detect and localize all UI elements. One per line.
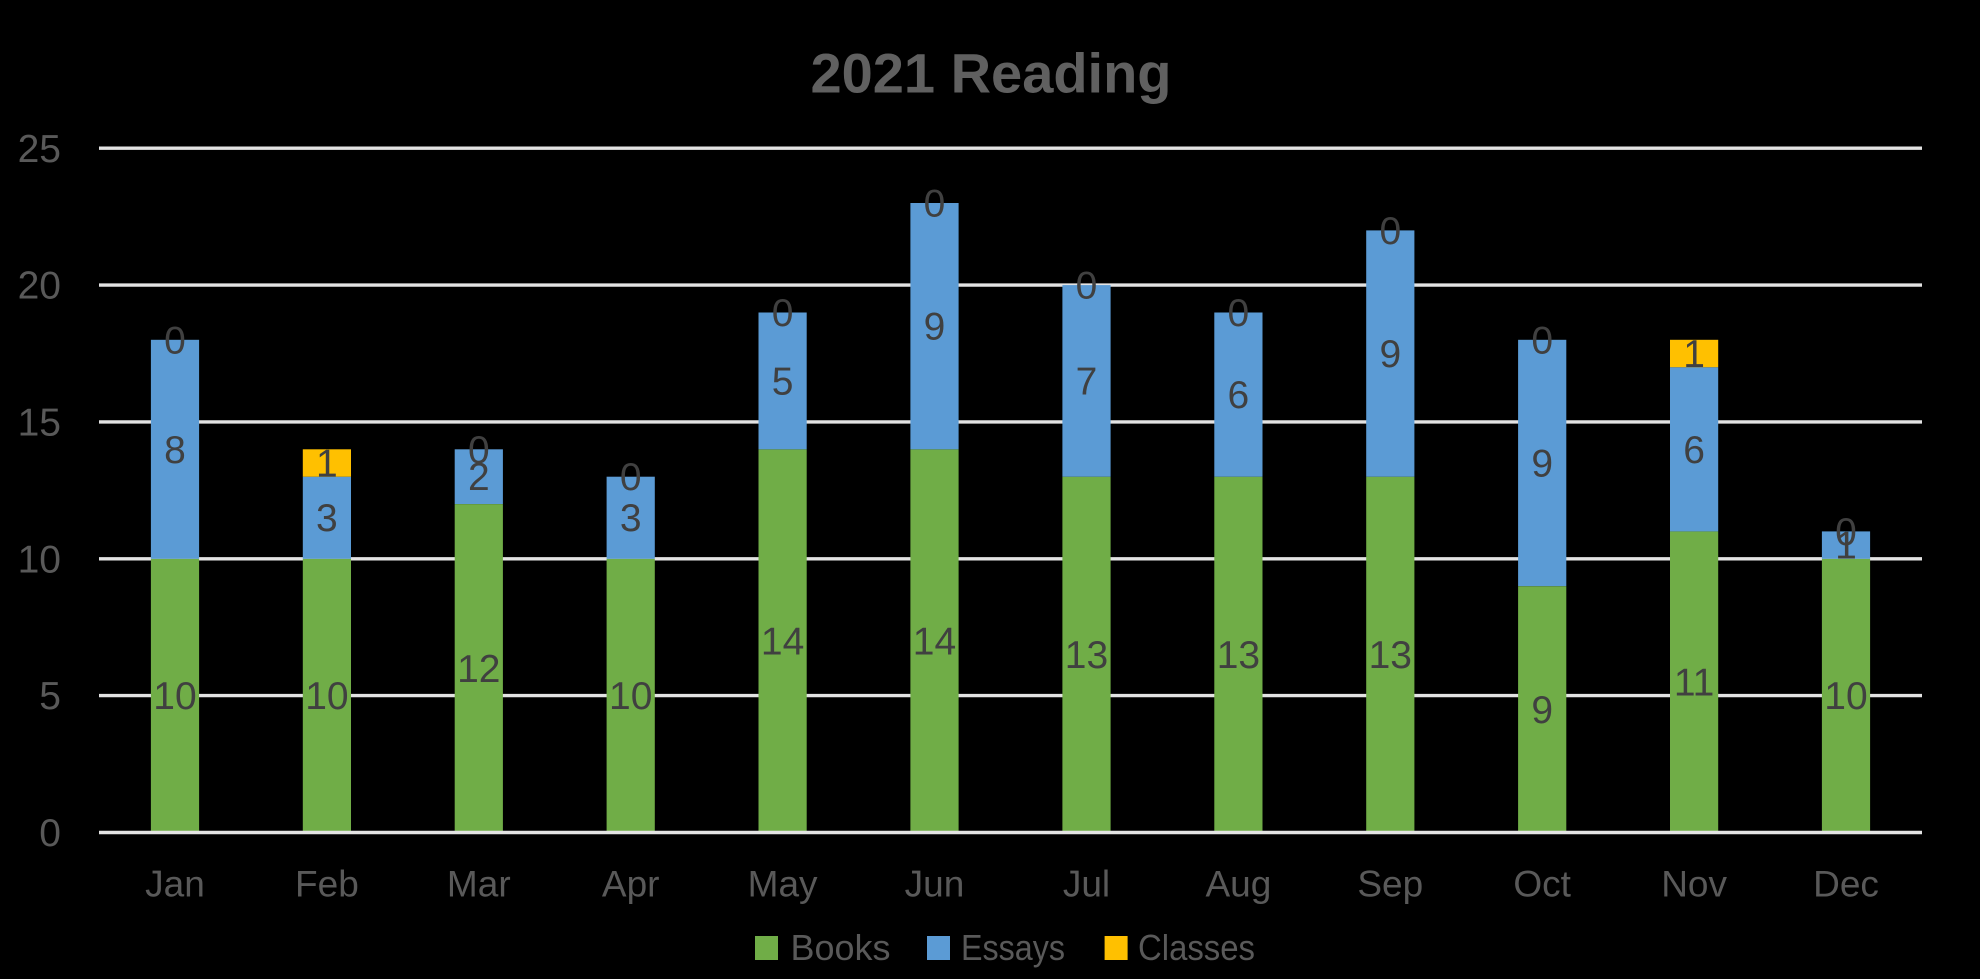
svg-text:0: 0 — [1835, 511, 1857, 554]
svg-text:Aug: Aug — [1205, 864, 1271, 905]
svg-text:6: 6 — [1228, 374, 1250, 417]
svg-text:1: 1 — [1835, 525, 1857, 568]
svg-text:9: 9 — [924, 306, 946, 349]
svg-text:20: 20 — [18, 265, 61, 308]
svg-text:11: 11 — [1674, 662, 1715, 705]
svg-text:Sep: Sep — [1357, 864, 1423, 905]
svg-text:5: 5 — [772, 360, 794, 403]
svg-text:2021 Reading: 2021 Reading — [810, 42, 1171, 105]
svg-text:13: 13 — [1369, 634, 1412, 677]
svg-text:9: 9 — [1531, 689, 1553, 732]
svg-text:Books: Books — [791, 927, 891, 968]
svg-text:9: 9 — [1531, 443, 1553, 486]
svg-text:Dec: Dec — [1813, 864, 1879, 905]
svg-text:10: 10 — [18, 538, 61, 581]
svg-text:Nov: Nov — [1661, 864, 1727, 905]
svg-text:Jul: Jul — [1063, 864, 1110, 905]
svg-text:Jun: Jun — [905, 864, 965, 905]
svg-text:2: 2 — [468, 456, 490, 499]
svg-text:0: 0 — [620, 456, 642, 499]
svg-text:Classes: Classes — [1138, 927, 1255, 968]
svg-text:13: 13 — [1065, 634, 1108, 677]
svg-text:0: 0 — [1531, 319, 1553, 362]
svg-text:0: 0 — [164, 319, 186, 362]
svg-text:0: 0 — [772, 292, 794, 335]
svg-text:14: 14 — [761, 620, 804, 663]
svg-text:3: 3 — [316, 497, 338, 540]
svg-text:12: 12 — [457, 648, 500, 691]
svg-text:0: 0 — [468, 429, 490, 472]
svg-text:9: 9 — [1379, 333, 1401, 376]
svg-text:0: 0 — [1228, 292, 1250, 335]
svg-text:10: 10 — [609, 675, 652, 718]
svg-text:1: 1 — [316, 443, 338, 486]
svg-text:10: 10 — [1824, 675, 1867, 718]
svg-text:Apr: Apr — [602, 864, 660, 905]
svg-text:10: 10 — [305, 675, 348, 718]
svg-text:0: 0 — [1379, 210, 1401, 253]
svg-text:7: 7 — [1076, 360, 1098, 403]
svg-text:0: 0 — [1076, 265, 1098, 308]
svg-text:5: 5 — [39, 675, 61, 718]
svg-text:May: May — [748, 864, 818, 905]
svg-text:Jan: Jan — [145, 864, 205, 905]
svg-text:3: 3 — [620, 497, 642, 540]
svg-text:6: 6 — [1683, 429, 1705, 472]
svg-text:15: 15 — [18, 401, 61, 444]
svg-text:14: 14 — [913, 620, 956, 663]
svg-text:1: 1 — [1683, 333, 1705, 376]
svg-text:Oct: Oct — [1513, 864, 1571, 905]
svg-text:8: 8 — [164, 429, 186, 472]
svg-text:25: 25 — [18, 128, 61, 171]
svg-text:13: 13 — [1217, 634, 1260, 677]
svg-text:10: 10 — [153, 675, 196, 718]
svg-text:Mar: Mar — [447, 864, 511, 905]
svg-text:Essays: Essays — [961, 927, 1065, 968]
svg-text:0: 0 — [39, 812, 61, 855]
svg-text:Feb: Feb — [295, 864, 359, 905]
svg-text:0: 0 — [924, 183, 946, 226]
